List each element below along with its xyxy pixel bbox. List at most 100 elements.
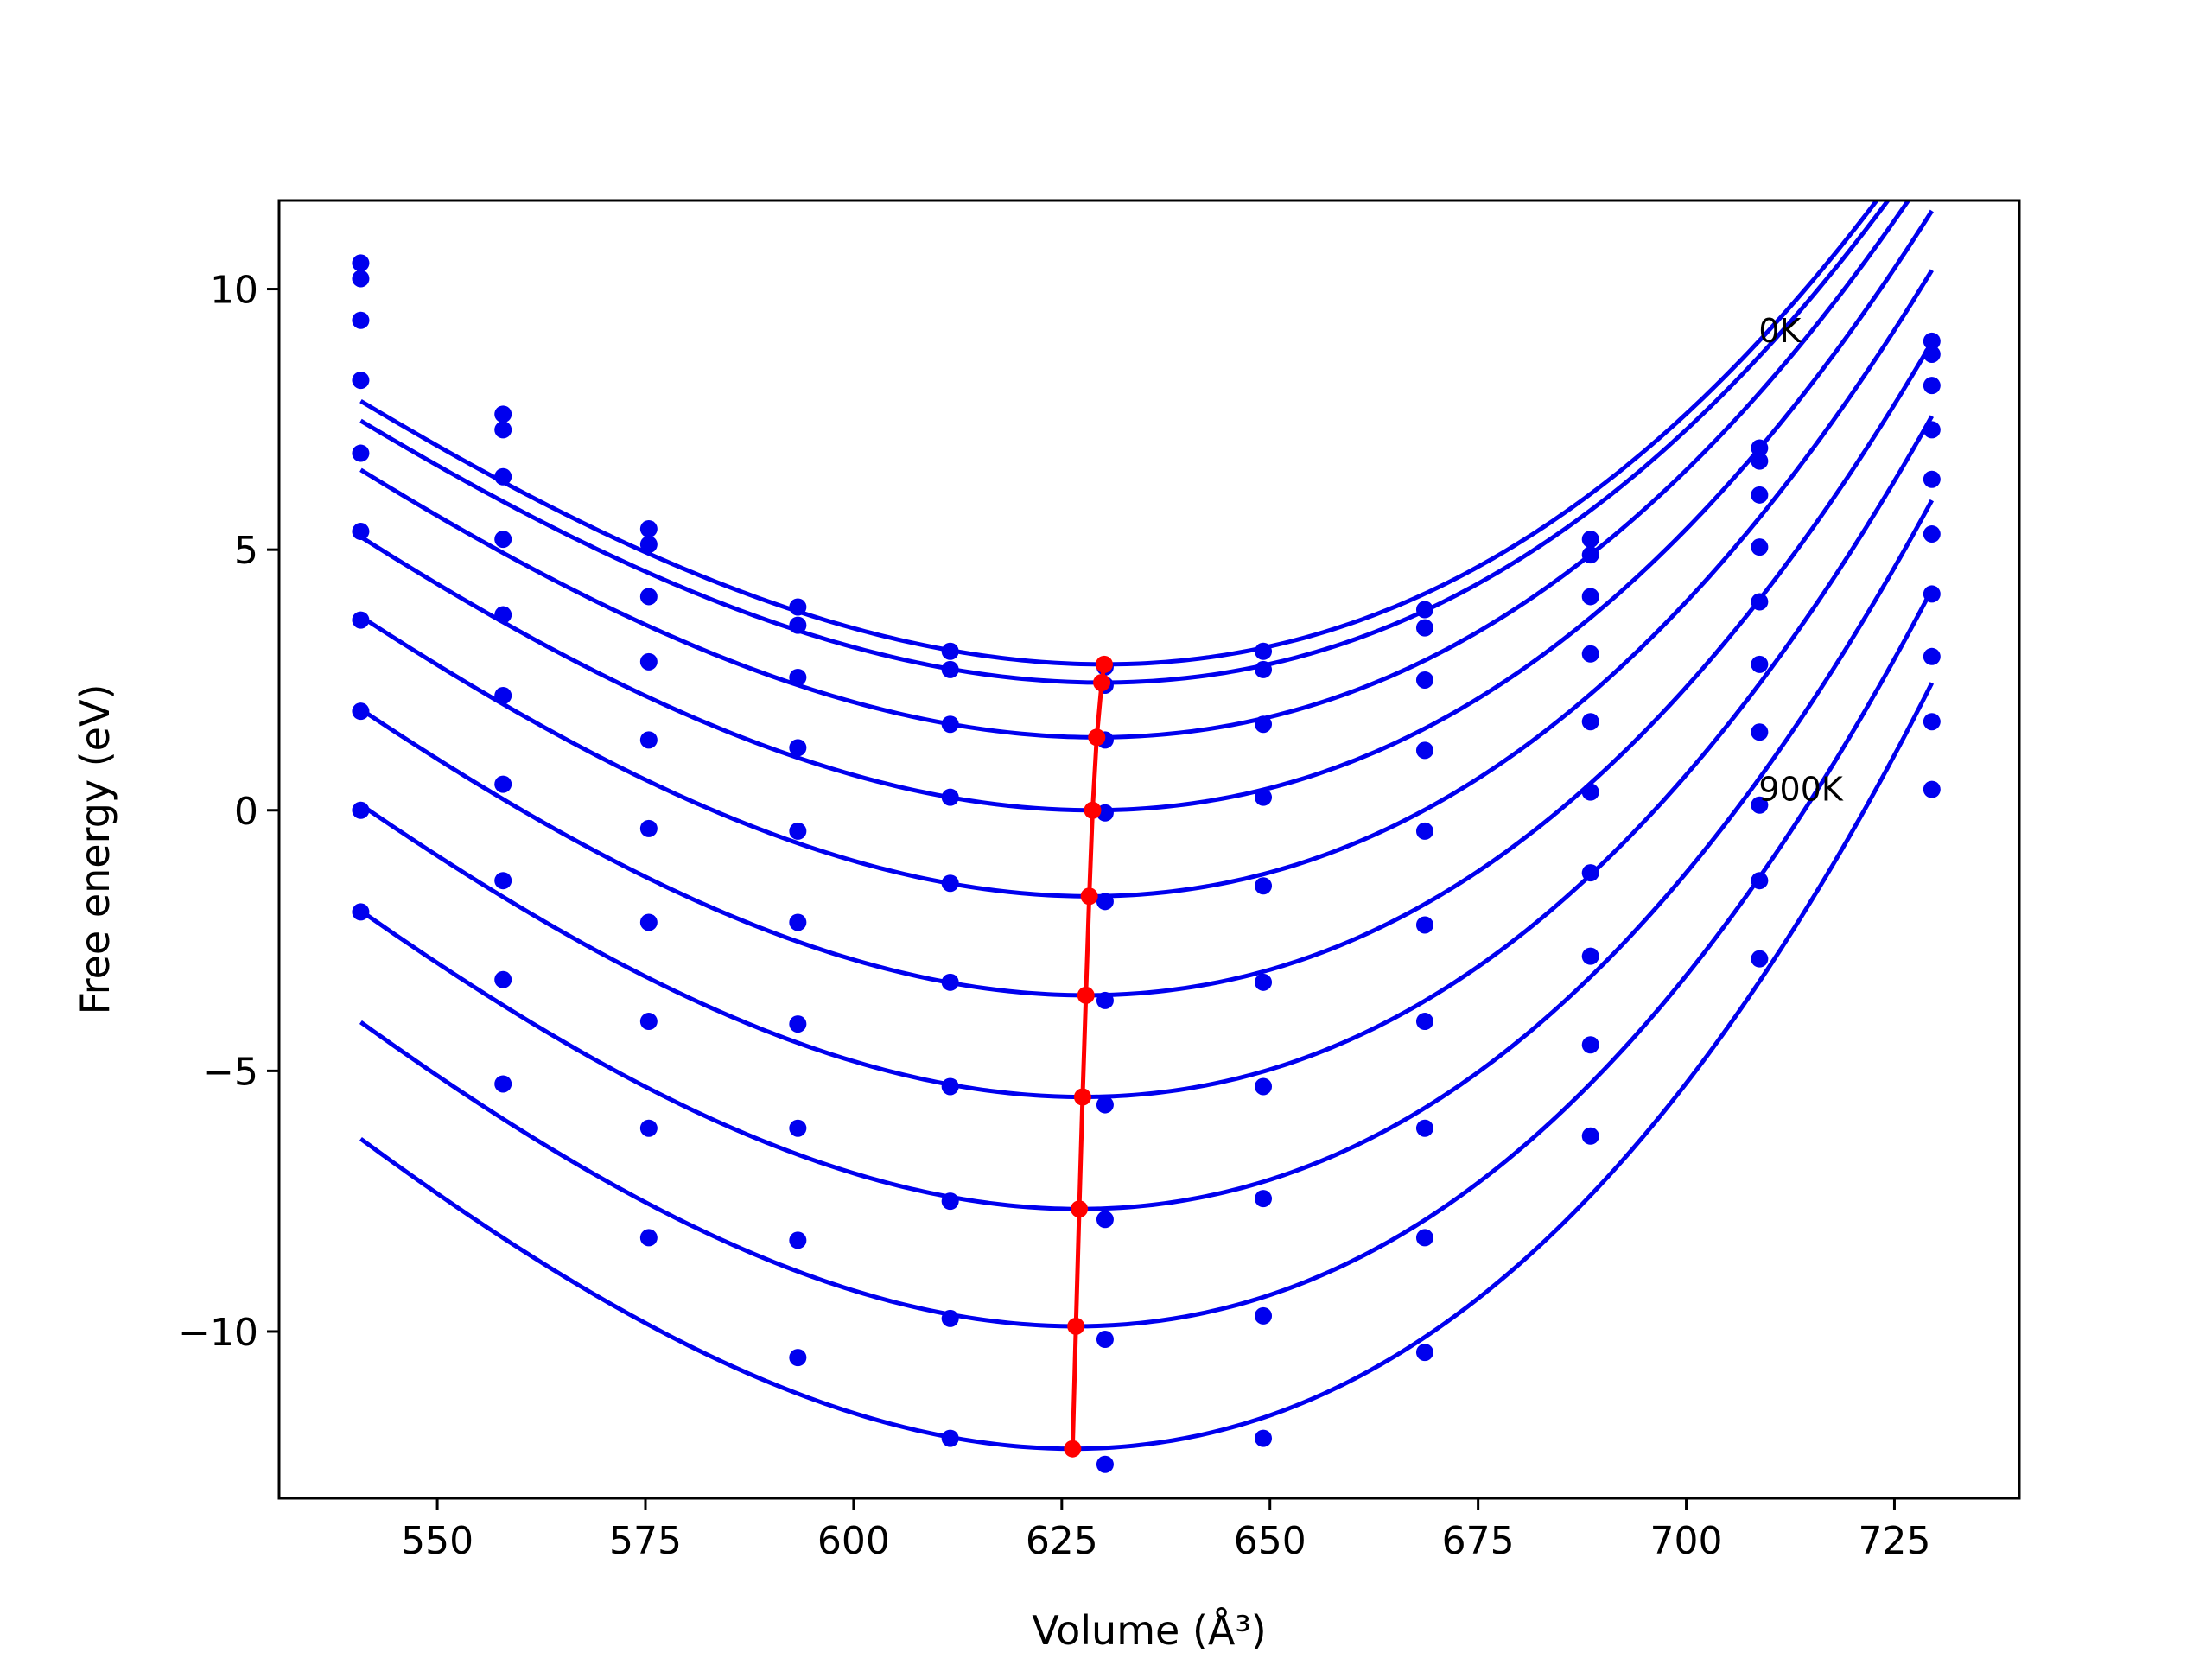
fit-curve-5 — [359, 340, 1934, 998]
minimum-point-5 — [1077, 986, 1095, 1004]
data-point-s5-8 — [1581, 783, 1599, 801]
minimum-point-0 — [1095, 655, 1113, 673]
data-point-s5-1 — [494, 687, 512, 705]
data-point-s0-9 — [1751, 439, 1769, 457]
data-point-s6-3 — [789, 1015, 807, 1033]
x-tick-label-550: 550 — [401, 1519, 474, 1563]
data-point-s9-5 — [1096, 1455, 1114, 1473]
data-point-s2-10 — [1923, 377, 1941, 395]
data-point-s3-7 — [1415, 741, 1433, 760]
data-point-s9-2 — [639, 1229, 658, 1247]
data-point-s2-0 — [352, 311, 370, 329]
data-point-s6-2 — [639, 913, 658, 931]
data-point-s6-8 — [1581, 864, 1599, 882]
minimum-point-1 — [1093, 673, 1111, 691]
annotation-0: 0K — [1758, 312, 1802, 350]
data-point-s1-6 — [1255, 660, 1273, 678]
data-point-s8-2 — [639, 1119, 658, 1137]
data-point-s1-1 — [494, 421, 512, 439]
data-point-s6-1 — [494, 775, 512, 793]
data-point-s4-8 — [1581, 713, 1599, 731]
data-point-s4-0 — [352, 444, 370, 462]
data-point-s7-0 — [352, 702, 370, 721]
minimum-point-8 — [1067, 1317, 1085, 1335]
x-tick-label-675: 675 — [1442, 1519, 1515, 1563]
data-point-s2-3 — [789, 668, 807, 686]
data-point-s8-5 — [1096, 1331, 1114, 1349]
data-point-s4-2 — [639, 731, 658, 749]
data-point-s0-4 — [941, 642, 959, 660]
data-point-s9-0 — [352, 903, 370, 921]
data-point-s8-8 — [1581, 1036, 1599, 1054]
fit-curve-2 — [359, 200, 1911, 740]
data-point-s2-2 — [639, 588, 658, 606]
data-point-s7-9 — [1751, 796, 1769, 814]
y-tick-label-0: 0 — [234, 790, 258, 834]
data-point-s7-4 — [941, 1192, 959, 1211]
data-point-s6-5 — [1096, 1096, 1114, 1114]
data-point-s0-10 — [1923, 332, 1941, 350]
data-point-s9-8 — [1581, 1127, 1599, 1145]
data-point-s7-3 — [789, 1119, 807, 1137]
data-point-s3-6 — [1255, 788, 1273, 806]
data-point-s9-9 — [1751, 950, 1769, 968]
minimum-point-4 — [1080, 887, 1098, 906]
x-tick-label-700: 700 — [1650, 1519, 1723, 1563]
data-point-s5-7 — [1415, 916, 1433, 934]
data-point-s3-1 — [494, 531, 512, 549]
fit-curve-6 — [359, 415, 1934, 1100]
data-point-s5-6 — [1255, 973, 1273, 991]
data-point-s8-1 — [494, 970, 512, 988]
x-tick-label-625: 625 — [1026, 1519, 1098, 1563]
y-tick-label-5: 5 — [234, 529, 258, 573]
data-point-s2-6 — [1255, 715, 1273, 734]
data-point-s4-5 — [1096, 893, 1114, 911]
data-point-s8-9 — [1751, 872, 1769, 890]
data-point-s9-7 — [1415, 1344, 1433, 1362]
x-axis-title: Volume (Å³) — [1032, 1607, 1267, 1654]
data-point-s1-3 — [789, 616, 807, 634]
plot-area — [352, 200, 1941, 1473]
data-point-s0-0 — [352, 254, 370, 272]
fit-curve-8 — [359, 588, 1935, 1329]
data-point-s8-4 — [941, 1309, 959, 1327]
data-point-s2-1 — [494, 467, 512, 486]
data-point-s1-8 — [1581, 546, 1599, 564]
fit-curve-3 — [359, 209, 1934, 813]
data-point-s9-10 — [1923, 780, 1941, 798]
y-tick-label-10: 10 — [210, 269, 258, 313]
data-point-s7-6 — [1255, 1190, 1273, 1208]
minimum-point-3 — [1084, 801, 1102, 819]
plot-clip-group — [352, 200, 1941, 1473]
data-point-s4-6 — [1255, 877, 1273, 895]
annotations: 0K 900K — [1758, 312, 1844, 809]
data-point-s4-1 — [494, 606, 512, 624]
x-tick-label-575: 575 — [609, 1519, 682, 1563]
x-tick-label-650: 650 — [1234, 1519, 1306, 1563]
data-point-s7-8 — [1581, 947, 1599, 965]
data-point-s8-0 — [352, 801, 370, 819]
data-point-s1-10 — [1923, 345, 1941, 363]
data-point-s8-10 — [1923, 713, 1941, 731]
fit-curve-7 — [359, 499, 1935, 1211]
data-point-s9-1 — [494, 1075, 512, 1093]
data-point-s0-8 — [1581, 531, 1599, 549]
data-point-s0-7 — [1415, 601, 1433, 619]
data-point-s8-3 — [789, 1231, 807, 1249]
data-point-s7-5 — [1096, 1211, 1114, 1229]
data-point-s3-3 — [789, 739, 807, 757]
data-point-s2-7 — [1415, 671, 1433, 689]
data-point-s1-4 — [941, 660, 959, 678]
data-point-s6-4 — [941, 1077, 959, 1096]
data-point-s4-7 — [1415, 822, 1433, 840]
data-point-s3-0 — [352, 372, 370, 390]
fit-curve-9 — [359, 682, 1935, 1452]
data-point-s2-4 — [941, 715, 959, 734]
data-point-s4-10 — [1923, 470, 1941, 488]
data-point-s0-1 — [494, 405, 512, 423]
data-point-s8-7 — [1415, 1229, 1433, 1247]
data-point-s6-10 — [1923, 585, 1941, 603]
data-point-s6-9 — [1751, 723, 1769, 741]
axes-frame — [277, 199, 2021, 1500]
data-point-s7-1 — [494, 872, 512, 890]
